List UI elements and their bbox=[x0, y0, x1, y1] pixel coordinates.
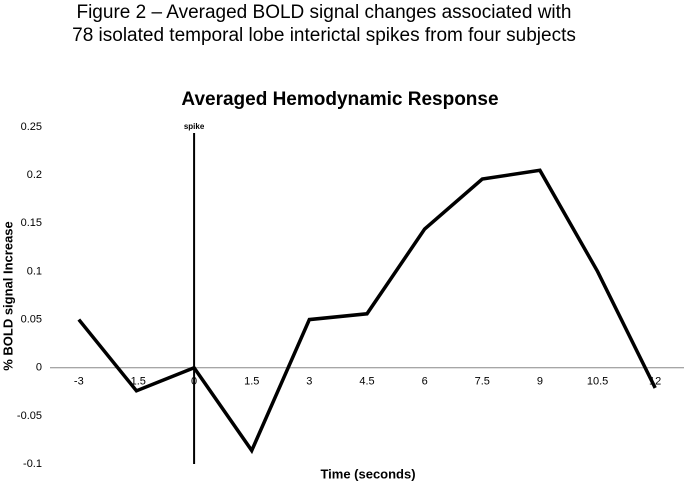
caption-line: 78 isolated temporal lobe interictal spi… bbox=[72, 25, 576, 46]
y-tick-label: -0.1 bbox=[23, 458, 42, 470]
x-tick-label: 3 bbox=[306, 376, 312, 388]
y-tick-label: -0.05 bbox=[17, 410, 42, 422]
y-tick-label: 0.1 bbox=[27, 265, 42, 277]
y-tick-label: 0.2 bbox=[27, 169, 42, 181]
x-tick-label: 4.5 bbox=[359, 376, 374, 388]
data-line bbox=[77, 168, 657, 455]
x-tick-label: 6 bbox=[422, 376, 428, 388]
x-axis-label: Time (seconds) bbox=[320, 466, 415, 481]
y-tick-label: 0.05 bbox=[21, 313, 42, 325]
y-tick-label: 0 bbox=[36, 362, 42, 374]
caption-line: Figure 2 – Averaged BOLD signal changes … bbox=[76, 2, 571, 23]
y-tick-label: 0.25 bbox=[21, 121, 42, 133]
x-tick-label: 9 bbox=[537, 376, 543, 388]
x-tick-label: 7.5 bbox=[475, 376, 490, 388]
y-axis-label: % BOLD signal Increase bbox=[0, 221, 15, 371]
y-tick-label: 0.15 bbox=[21, 217, 42, 229]
x-tick-label: -3 bbox=[74, 376, 84, 388]
annotation: spike bbox=[184, 122, 205, 131]
x-tick-label: 1.5 bbox=[244, 376, 259, 388]
chart-title: Averaged Hemodynamic Response bbox=[181, 89, 498, 110]
x-tick-label: 10.5 bbox=[587, 376, 608, 388]
